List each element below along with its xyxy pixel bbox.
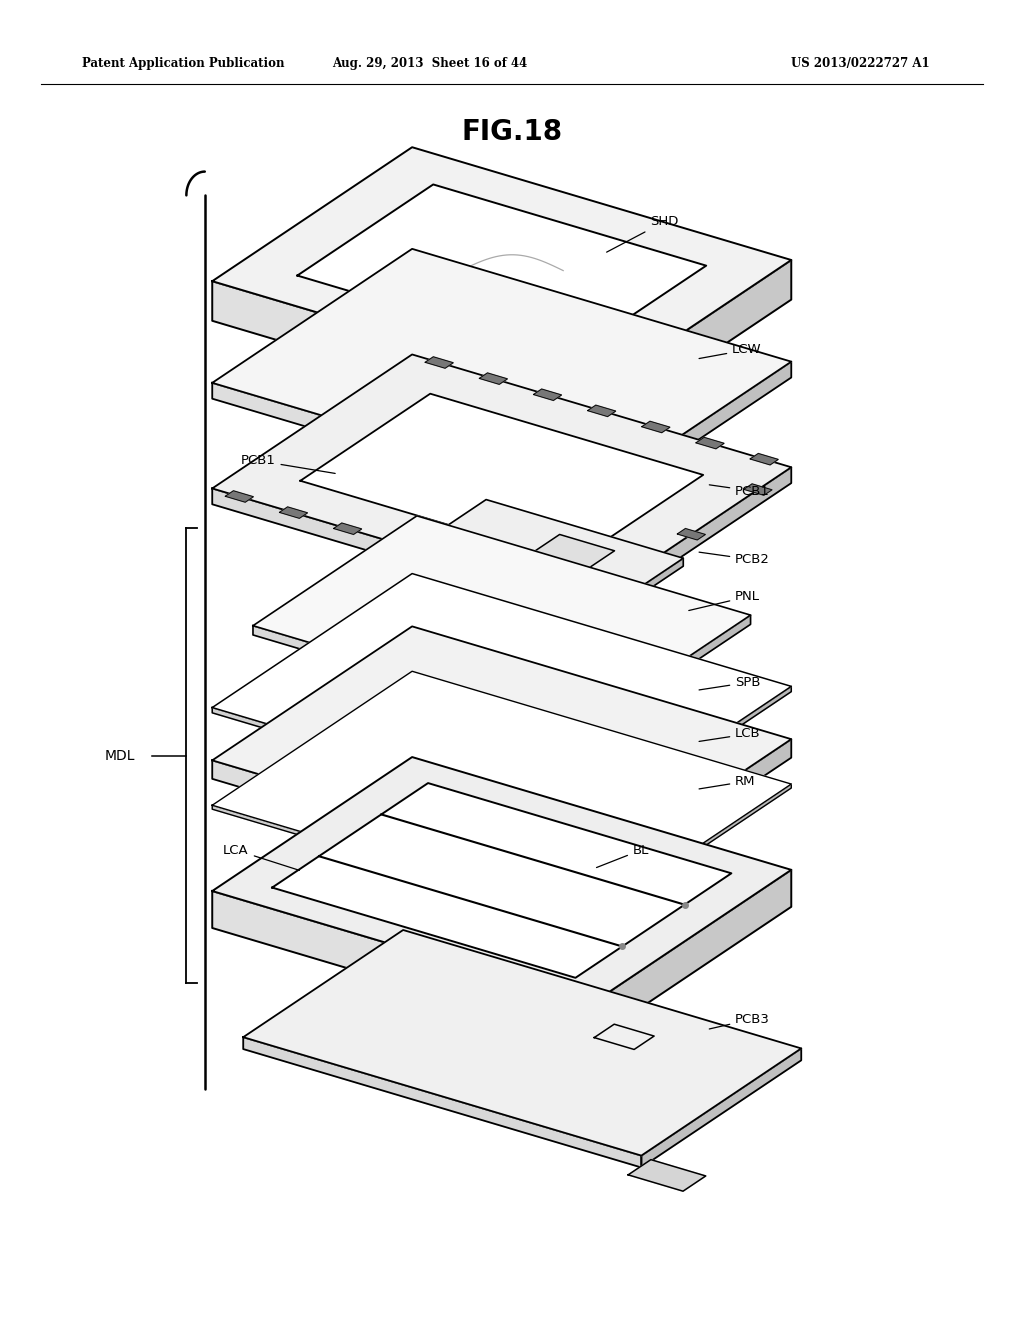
Text: BL: BL (597, 843, 649, 867)
Polygon shape (253, 626, 587, 734)
Polygon shape (599, 558, 683, 623)
Polygon shape (212, 148, 792, 393)
Polygon shape (479, 374, 508, 384)
Text: Patent Application Publication: Patent Application Publication (82, 57, 285, 70)
Polygon shape (225, 491, 253, 502)
Text: LCA: LCA (223, 843, 299, 870)
Text: PCB2: PCB2 (699, 552, 770, 566)
Polygon shape (588, 405, 615, 417)
Polygon shape (212, 672, 792, 917)
Polygon shape (402, 499, 683, 615)
Polygon shape (212, 249, 792, 495)
Polygon shape (496, 572, 524, 582)
Text: FIG.18: FIG.18 (462, 117, 562, 147)
Polygon shape (425, 356, 454, 368)
Polygon shape (532, 535, 614, 569)
Polygon shape (592, 362, 792, 511)
Polygon shape (592, 467, 792, 616)
Polygon shape (212, 708, 592, 825)
Polygon shape (592, 870, 792, 1040)
Polygon shape (442, 556, 470, 566)
Polygon shape (592, 686, 792, 825)
Polygon shape (592, 739, 792, 891)
Text: PCB1: PCB1 (710, 484, 770, 498)
Text: SPB: SPB (699, 676, 761, 690)
Text: PCB3: PCB3 (710, 1012, 770, 1030)
Polygon shape (677, 528, 706, 540)
Polygon shape (696, 437, 724, 449)
Text: PCB1: PCB1 (241, 454, 335, 474)
Polygon shape (642, 421, 670, 433)
Text: PNL: PNL (689, 590, 760, 611)
Text: US 2013/0222727 A1: US 2013/0222727 A1 (791, 57, 930, 70)
Polygon shape (212, 355, 792, 601)
Polygon shape (550, 587, 579, 599)
Polygon shape (592, 784, 792, 921)
Text: LCB: LCB (699, 727, 761, 742)
Polygon shape (534, 389, 561, 400)
Polygon shape (297, 185, 707, 356)
Polygon shape (212, 805, 592, 921)
Polygon shape (610, 573, 639, 585)
Polygon shape (244, 1038, 641, 1167)
Polygon shape (272, 783, 731, 978)
Polygon shape (212, 758, 792, 1003)
Polygon shape (388, 539, 416, 550)
Polygon shape (587, 615, 751, 734)
Polygon shape (300, 393, 703, 562)
Polygon shape (212, 281, 592, 433)
Polygon shape (212, 488, 592, 616)
Text: RM: RM (699, 775, 756, 789)
Polygon shape (244, 931, 801, 1155)
Polygon shape (641, 1048, 801, 1167)
Polygon shape (212, 760, 592, 891)
Text: SHD: SHD (606, 215, 679, 252)
Text: LCW: LCW (699, 343, 762, 359)
Polygon shape (402, 556, 599, 623)
Polygon shape (594, 1024, 654, 1049)
Polygon shape (212, 574, 792, 820)
Polygon shape (280, 507, 307, 519)
Polygon shape (212, 627, 792, 873)
Polygon shape (751, 454, 778, 465)
Polygon shape (628, 1160, 706, 1191)
Text: MDL: MDL (104, 748, 135, 763)
Polygon shape (334, 523, 361, 535)
Polygon shape (253, 516, 751, 725)
Polygon shape (212, 383, 592, 511)
Polygon shape (743, 484, 772, 495)
Polygon shape (592, 260, 792, 433)
Text: Aug. 29, 2013  Sheet 16 of 44: Aug. 29, 2013 Sheet 16 of 44 (333, 57, 527, 70)
Polygon shape (212, 891, 592, 1040)
